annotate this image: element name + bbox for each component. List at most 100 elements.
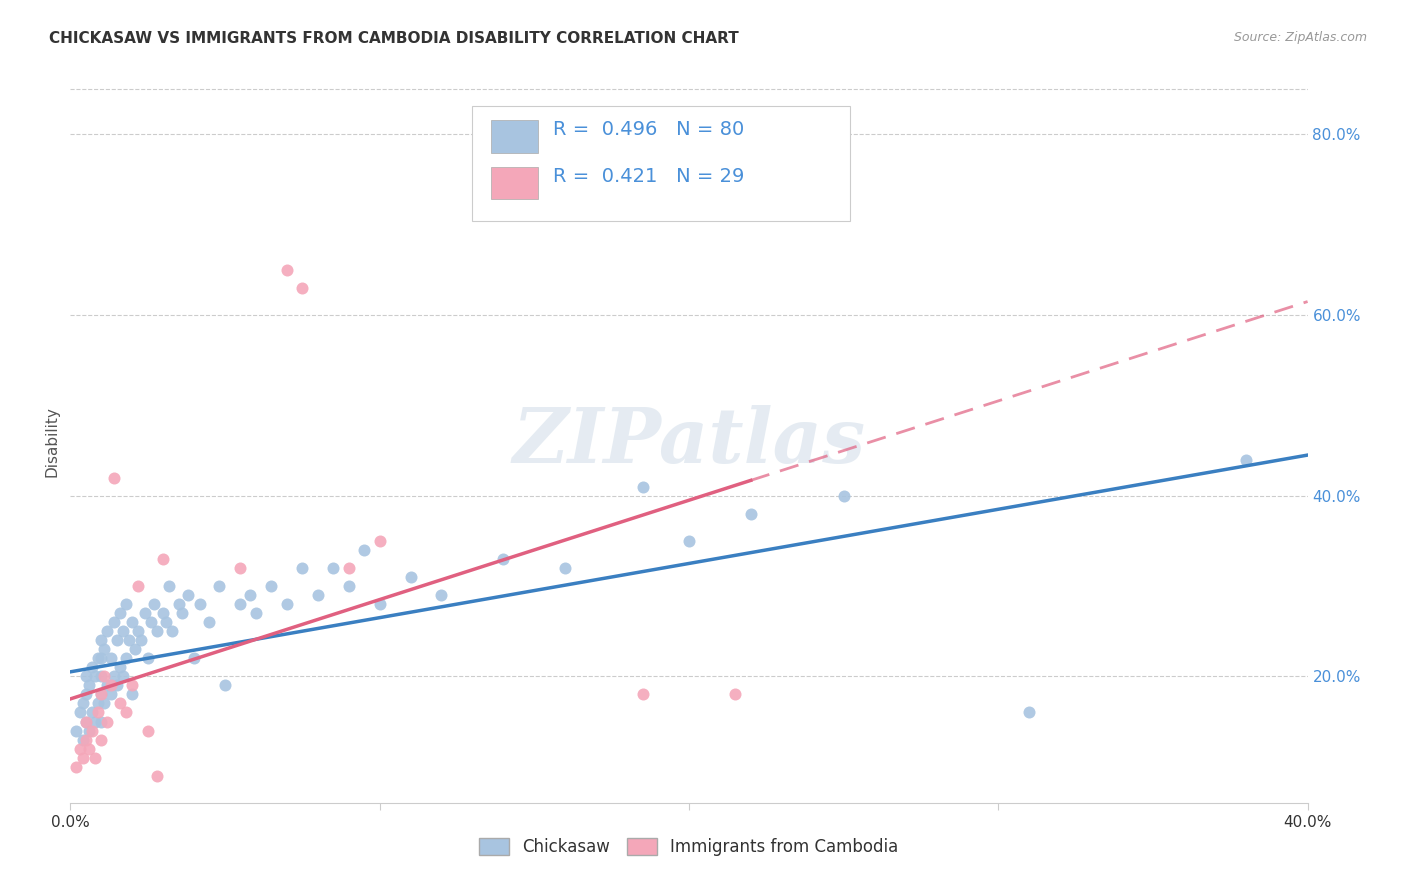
Point <box>80 660 103 674</box>
Point <box>136 723 159 738</box>
Point <box>142 597 165 611</box>
Point <box>134 606 156 620</box>
Point <box>146 624 169 639</box>
Point <box>740 507 762 521</box>
Point <box>214 678 236 692</box>
Point <box>90 714 112 729</box>
Point <box>170 606 193 620</box>
Point <box>84 714 107 729</box>
Point <box>183 651 205 665</box>
Point <box>554 561 576 575</box>
Point <box>93 669 115 683</box>
Point <box>121 615 143 630</box>
Point <box>100 651 122 665</box>
Point <box>96 714 118 729</box>
Point <box>152 552 174 566</box>
Point <box>87 706 110 720</box>
Point <box>103 471 125 485</box>
Point <box>84 669 107 683</box>
Point <box>111 669 134 683</box>
Point <box>90 687 112 701</box>
Point <box>75 732 97 747</box>
Point <box>93 697 115 711</box>
Point <box>260 579 283 593</box>
Point <box>118 633 141 648</box>
Point <box>368 597 391 611</box>
Point <box>115 651 138 665</box>
Point <box>188 597 211 611</box>
Point <box>291 561 314 575</box>
Text: Source: ZipAtlas.com: Source: ZipAtlas.com <box>1233 31 1367 45</box>
Point <box>111 624 134 639</box>
Point <box>167 597 190 611</box>
Point <box>72 732 94 747</box>
Point <box>399 570 422 584</box>
Point <box>1018 706 1040 720</box>
Point <box>115 706 138 720</box>
Point <box>72 750 94 764</box>
Point <box>229 597 252 611</box>
Point <box>77 678 100 692</box>
Point <box>127 579 149 593</box>
Point <box>276 597 298 611</box>
Point <box>146 769 169 783</box>
Point <box>631 687 654 701</box>
Point <box>353 542 375 557</box>
Point <box>322 561 344 575</box>
Point <box>100 678 122 692</box>
Point <box>198 615 221 630</box>
Point <box>75 714 97 729</box>
Point <box>276 263 298 277</box>
Point <box>124 642 146 657</box>
Point <box>121 687 143 701</box>
Point <box>69 706 91 720</box>
Point <box>430 588 453 602</box>
Point <box>724 687 747 701</box>
Text: CHICKASAW VS IMMIGRANTS FROM CAMBODIA DISABILITY CORRELATION CHART: CHICKASAW VS IMMIGRANTS FROM CAMBODIA DI… <box>49 31 740 46</box>
Point <box>75 687 97 701</box>
Point <box>100 687 122 701</box>
Point <box>96 624 118 639</box>
Point <box>80 723 103 738</box>
Point <box>136 651 159 665</box>
Point <box>103 669 125 683</box>
Point <box>108 606 131 620</box>
Point <box>80 706 103 720</box>
Text: ZIPatlas: ZIPatlas <box>512 405 866 478</box>
Point <box>307 588 329 602</box>
Point <box>678 533 700 548</box>
Point <box>208 579 231 593</box>
Point <box>90 633 112 648</box>
Point <box>229 561 252 575</box>
Point <box>121 678 143 692</box>
Point <box>93 642 115 657</box>
Point <box>87 697 110 711</box>
Point <box>108 660 131 674</box>
Point <box>239 588 262 602</box>
Point <box>72 697 94 711</box>
Point <box>492 552 515 566</box>
Point <box>90 651 112 665</box>
Point <box>832 489 855 503</box>
Point <box>65 760 87 774</box>
Point <box>90 687 112 701</box>
Point <box>69 741 91 756</box>
FancyBboxPatch shape <box>491 167 538 200</box>
Point <box>368 533 391 548</box>
Point <box>90 669 112 683</box>
Point <box>337 561 360 575</box>
FancyBboxPatch shape <box>472 105 849 221</box>
Point <box>115 597 138 611</box>
Point <box>291 281 314 295</box>
Point <box>162 624 184 639</box>
Point <box>77 741 100 756</box>
Point <box>631 480 654 494</box>
Point <box>103 615 125 630</box>
Point <box>105 633 128 648</box>
Point <box>65 723 87 738</box>
Point <box>90 732 112 747</box>
Point <box>75 669 97 683</box>
Point <box>337 579 360 593</box>
Point <box>84 750 107 764</box>
Point <box>96 678 118 692</box>
